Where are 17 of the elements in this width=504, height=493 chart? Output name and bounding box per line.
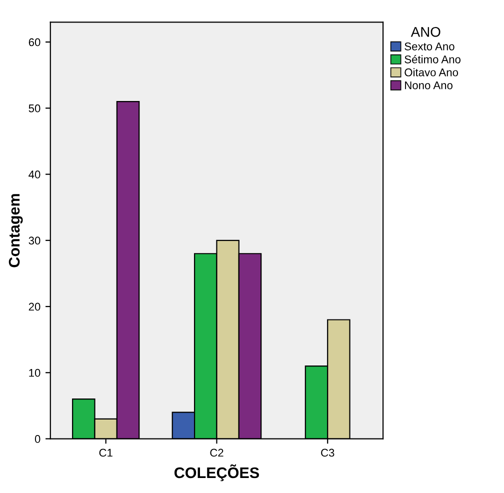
y-tick-label: 40: [28, 170, 40, 178]
legend-title: ANO: [410, 26, 440, 37]
legend-label: Nono Ano: [405, 82, 452, 90]
y-tick-label: 10: [29, 368, 40, 377]
y-tick-label: 20: [28, 302, 40, 311]
x-tick-label: C2: [210, 448, 224, 457]
legend-label: Oitavo Ano: [404, 68, 458, 76]
y-tick-label: 30: [28, 236, 40, 245]
y-tick-label: 0: [34, 435, 40, 443]
x-tick-label: C1: [99, 448, 112, 457]
x-tick-label: C3: [321, 448, 334, 457]
y-tick-label: 50: [28, 104, 40, 112]
y-tick-label: 60: [28, 38, 40, 46]
x-axis-title: COLEÇÕES: [174, 464, 259, 482]
legend-label: Sexto Ano: [404, 42, 454, 50]
y-axis-title: Contagem: [8, 194, 23, 268]
legend-label: Sétimo Ano: [404, 55, 461, 64]
